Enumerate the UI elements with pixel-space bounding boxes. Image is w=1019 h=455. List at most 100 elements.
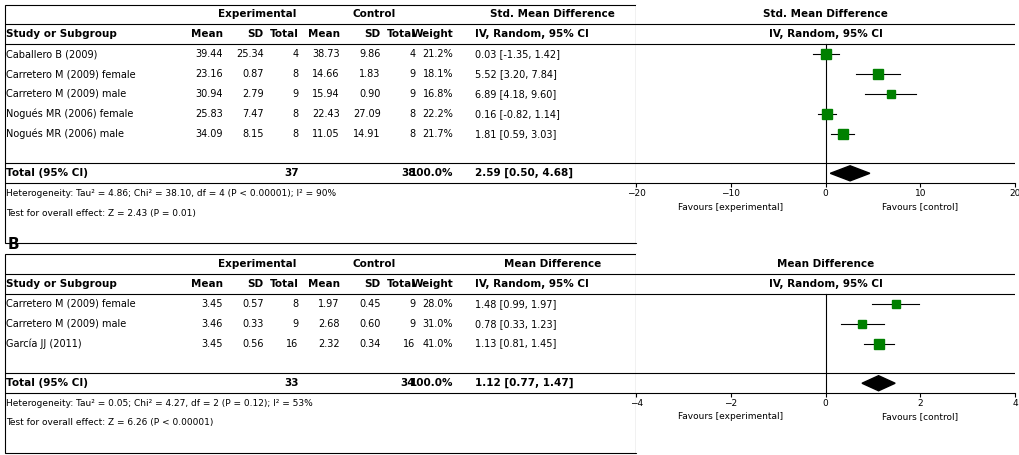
- Text: 0.56: 0.56: [243, 339, 264, 349]
- Text: Carretero M (2009) male: Carretero M (2009) male: [6, 89, 126, 99]
- Text: 4: 4: [292, 49, 299, 59]
- Text: Experimental: Experimental: [218, 10, 297, 20]
- Text: 0.60: 0.60: [359, 318, 380, 329]
- Text: 39.44: 39.44: [196, 49, 222, 59]
- Text: IV, Random, 95% CI: IV, Random, 95% CI: [475, 279, 589, 289]
- Text: SD: SD: [364, 29, 380, 39]
- Text: 28.0%: 28.0%: [422, 299, 452, 309]
- Text: 0.57: 0.57: [242, 299, 264, 309]
- Text: 8: 8: [409, 129, 415, 139]
- Text: 4: 4: [409, 49, 415, 59]
- Text: Total: Total: [386, 29, 415, 39]
- Text: 8: 8: [292, 69, 299, 79]
- Text: Std. Mean Difference: Std. Mean Difference: [762, 10, 888, 20]
- Text: 100.0%: 100.0%: [410, 168, 452, 178]
- Text: 37: 37: [283, 168, 299, 178]
- Text: 34: 34: [400, 378, 415, 388]
- Text: Nogués MR (2006) female: Nogués MR (2006) female: [6, 108, 133, 119]
- Text: 2.79: 2.79: [242, 89, 264, 99]
- Text: 14.66: 14.66: [312, 69, 339, 79]
- Text: 14.91: 14.91: [353, 129, 380, 139]
- Text: 0.90: 0.90: [359, 89, 380, 99]
- Text: 27.09: 27.09: [353, 109, 380, 119]
- Text: 33: 33: [284, 378, 299, 388]
- Text: Test for overall effect: Z = 6.26 (P < 0.00001): Test for overall effect: Z = 6.26 (P < 0…: [6, 419, 214, 427]
- Text: A: A: [7, 0, 19, 2]
- Text: 16.8%: 16.8%: [422, 89, 452, 99]
- Polygon shape: [861, 376, 895, 391]
- Text: Favours [experimental]: Favours [experimental]: [678, 202, 783, 212]
- Text: Mean: Mean: [191, 279, 222, 289]
- Polygon shape: [829, 166, 869, 181]
- Text: Control: Control: [353, 10, 395, 20]
- Text: 15.94: 15.94: [312, 89, 339, 99]
- Text: García JJ (2011): García JJ (2011): [6, 338, 82, 349]
- Text: 100.0%: 100.0%: [410, 378, 452, 388]
- Text: 9: 9: [409, 299, 415, 309]
- Text: Total: Total: [269, 279, 299, 289]
- Text: 3.45: 3.45: [201, 339, 222, 349]
- Text: 16: 16: [286, 339, 299, 349]
- Text: Total (95% CI): Total (95% CI): [6, 378, 89, 388]
- Text: Weight: Weight: [411, 29, 452, 39]
- Text: 21.7%: 21.7%: [422, 129, 452, 139]
- Text: 8: 8: [292, 129, 299, 139]
- Text: Total (95% CI): Total (95% CI): [6, 168, 89, 178]
- Text: 1.97: 1.97: [318, 299, 339, 309]
- Text: 38.73: 38.73: [312, 49, 339, 59]
- Text: 38: 38: [400, 168, 415, 178]
- Text: Favours [control]: Favours [control]: [881, 202, 958, 212]
- Text: 22.2%: 22.2%: [422, 109, 452, 119]
- Text: 8.15: 8.15: [243, 129, 264, 139]
- Text: 2.68: 2.68: [318, 318, 339, 329]
- Text: Carretero M (2009) female: Carretero M (2009) female: [6, 299, 136, 309]
- Text: 0.16 [-0.82, 1.14]: 0.16 [-0.82, 1.14]: [475, 109, 559, 119]
- Text: 1.13 [0.81, 1.45]: 1.13 [0.81, 1.45]: [475, 339, 556, 349]
- Text: 31.0%: 31.0%: [422, 318, 452, 329]
- Text: Heterogeneity: Tau² = 4.86; Chi² = 38.10, df = 4 (P < 0.00001); I² = 90%: Heterogeneity: Tau² = 4.86; Chi² = 38.10…: [6, 189, 336, 197]
- Text: Favours [control]: Favours [control]: [881, 413, 958, 421]
- Text: 11.05: 11.05: [312, 129, 339, 139]
- Text: 22.43: 22.43: [312, 109, 339, 119]
- Text: IV, Random, 95% CI: IV, Random, 95% CI: [768, 29, 881, 39]
- Text: Control: Control: [353, 259, 395, 269]
- Text: Study or Subgroup: Study or Subgroup: [6, 279, 117, 289]
- Text: 5.52 [3.20, 7.84]: 5.52 [3.20, 7.84]: [475, 69, 556, 79]
- Text: 25.83: 25.83: [195, 109, 222, 119]
- Text: 1.48 [0.99, 1.97]: 1.48 [0.99, 1.97]: [475, 299, 556, 309]
- Text: 9: 9: [409, 89, 415, 99]
- Text: Mean: Mean: [308, 29, 339, 39]
- Text: 9: 9: [292, 89, 299, 99]
- Text: IV, Random, 95% CI: IV, Random, 95% CI: [475, 29, 589, 39]
- Text: B: B: [7, 237, 18, 252]
- Text: Test for overall effect: Z = 2.43 (P = 0.01): Test for overall effect: Z = 2.43 (P = 0…: [6, 208, 196, 217]
- Text: 3.46: 3.46: [202, 318, 222, 329]
- Text: 25.34: 25.34: [235, 49, 264, 59]
- Text: Total: Total: [386, 279, 415, 289]
- Text: 6.89 [4.18, 9.60]: 6.89 [4.18, 9.60]: [475, 89, 556, 99]
- Text: Total: Total: [269, 29, 299, 39]
- Text: 2.32: 2.32: [318, 339, 339, 349]
- Text: Carretero M (2009) female: Carretero M (2009) female: [6, 69, 136, 79]
- Text: 0.33: 0.33: [243, 318, 264, 329]
- Text: Mean Difference: Mean Difference: [776, 259, 873, 269]
- Text: 1.12 [0.77, 1.47]: 1.12 [0.77, 1.47]: [475, 378, 574, 389]
- Text: Std. Mean Difference: Std. Mean Difference: [490, 10, 614, 20]
- Text: 1.83: 1.83: [359, 69, 380, 79]
- Text: 9: 9: [409, 318, 415, 329]
- Text: 34.09: 34.09: [196, 129, 222, 139]
- Text: Caballero B (2009): Caballero B (2009): [6, 49, 98, 59]
- Text: 8: 8: [292, 299, 299, 309]
- Text: SD: SD: [364, 279, 380, 289]
- Text: 9.86: 9.86: [359, 49, 380, 59]
- Text: 8: 8: [292, 109, 299, 119]
- Text: 9: 9: [409, 69, 415, 79]
- Text: 0.03 [-1.35, 1.42]: 0.03 [-1.35, 1.42]: [475, 49, 559, 59]
- Text: Experimental: Experimental: [218, 259, 297, 269]
- Text: Heterogeneity: Tau² = 0.05; Chi² = 4.27, df = 2 (P = 0.12); I² = 53%: Heterogeneity: Tau² = 0.05; Chi² = 4.27,…: [6, 399, 313, 408]
- Text: Favours [experimental]: Favours [experimental]: [678, 413, 783, 421]
- Text: 0.78 [0.33, 1.23]: 0.78 [0.33, 1.23]: [475, 318, 556, 329]
- Text: 3.45: 3.45: [201, 299, 222, 309]
- Text: 16: 16: [403, 339, 415, 349]
- Text: Carretero M (2009) male: Carretero M (2009) male: [6, 318, 126, 329]
